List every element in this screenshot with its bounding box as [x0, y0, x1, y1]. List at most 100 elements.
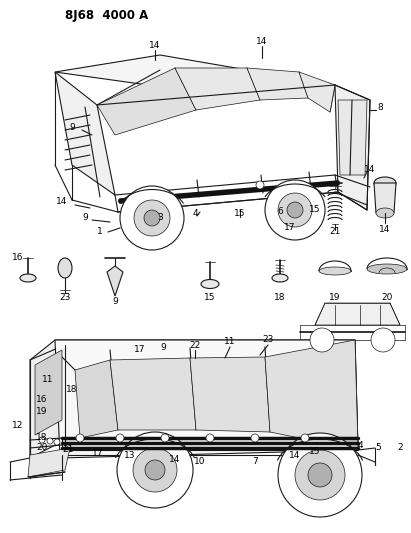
Polygon shape	[55, 55, 335, 100]
Circle shape	[47, 438, 53, 444]
Text: 17: 17	[92, 449, 104, 458]
Polygon shape	[175, 68, 260, 110]
Text: 8: 8	[377, 103, 383, 112]
Polygon shape	[110, 358, 196, 430]
Ellipse shape	[374, 177, 396, 189]
Circle shape	[251, 434, 259, 442]
Text: 14: 14	[289, 450, 301, 459]
Text: 14: 14	[56, 198, 68, 206]
Circle shape	[145, 460, 165, 480]
Polygon shape	[55, 340, 358, 458]
Text: 14: 14	[256, 37, 268, 46]
Text: 11: 11	[224, 337, 236, 346]
Polygon shape	[30, 340, 355, 360]
Circle shape	[134, 200, 170, 236]
Polygon shape	[107, 266, 123, 296]
Circle shape	[278, 193, 312, 227]
Polygon shape	[190, 357, 270, 432]
Polygon shape	[338, 100, 367, 175]
Text: 12: 12	[12, 421, 24, 430]
Ellipse shape	[272, 274, 288, 282]
Polygon shape	[315, 303, 400, 325]
Circle shape	[265, 180, 325, 240]
Text: 16: 16	[36, 395, 48, 405]
Text: 9: 9	[112, 297, 118, 306]
Circle shape	[206, 434, 214, 442]
Text: 20: 20	[36, 443, 48, 453]
Polygon shape	[374, 183, 396, 213]
Text: 13: 13	[124, 451, 136, 461]
Circle shape	[54, 439, 60, 445]
Ellipse shape	[201, 279, 219, 288]
Circle shape	[371, 328, 395, 352]
Text: 17: 17	[284, 223, 296, 232]
Polygon shape	[265, 340, 358, 450]
Text: 18: 18	[274, 294, 286, 303]
Polygon shape	[75, 360, 118, 438]
Polygon shape	[55, 72, 115, 195]
Polygon shape	[28, 448, 70, 477]
Circle shape	[287, 202, 303, 218]
Circle shape	[278, 433, 362, 517]
Circle shape	[76, 434, 84, 442]
Text: 18: 18	[66, 385, 78, 394]
Circle shape	[39, 437, 45, 443]
Text: 4: 4	[192, 209, 198, 219]
Text: 21: 21	[62, 446, 74, 455]
Text: 14: 14	[379, 225, 391, 235]
Ellipse shape	[376, 208, 394, 218]
Polygon shape	[247, 68, 308, 100]
Text: 1: 1	[97, 228, 103, 237]
Polygon shape	[335, 85, 370, 210]
Text: 8J68  4000 A: 8J68 4000 A	[65, 10, 148, 22]
Circle shape	[120, 186, 184, 250]
Text: 15: 15	[234, 208, 246, 217]
Text: 15: 15	[309, 206, 321, 214]
Text: 17: 17	[134, 345, 146, 354]
Polygon shape	[284, 185, 296, 213]
Text: 5: 5	[375, 443, 381, 453]
Circle shape	[161, 434, 169, 442]
Circle shape	[295, 450, 345, 500]
Ellipse shape	[367, 264, 407, 274]
Circle shape	[310, 328, 334, 352]
Text: 23: 23	[262, 335, 274, 344]
Text: 14: 14	[364, 166, 376, 174]
Circle shape	[144, 210, 160, 226]
Text: 7: 7	[252, 457, 258, 466]
Text: 23: 23	[59, 294, 71, 303]
Text: 15: 15	[204, 294, 216, 303]
Ellipse shape	[20, 274, 36, 282]
Text: 2: 2	[397, 443, 403, 453]
Text: 18: 18	[36, 433, 48, 442]
Text: 21: 21	[329, 228, 341, 237]
Polygon shape	[299, 72, 335, 112]
Text: 19: 19	[329, 294, 341, 303]
Text: 14: 14	[169, 456, 181, 464]
Text: 11: 11	[42, 376, 54, 384]
Text: 3: 3	[157, 214, 163, 222]
Text: 20: 20	[381, 294, 393, 303]
Text: 16: 16	[12, 254, 24, 262]
Text: 9: 9	[160, 343, 166, 352]
Text: 9: 9	[82, 214, 88, 222]
Text: 14: 14	[149, 42, 161, 51]
Circle shape	[256, 181, 264, 189]
Text: 22: 22	[189, 341, 201, 350]
Circle shape	[116, 434, 124, 442]
Text: 4: 4	[357, 440, 363, 449]
Circle shape	[133, 448, 177, 492]
Circle shape	[117, 432, 193, 508]
Circle shape	[301, 434, 309, 442]
Polygon shape	[97, 68, 196, 135]
Text: 10: 10	[194, 457, 206, 466]
Polygon shape	[35, 350, 62, 435]
Ellipse shape	[319, 267, 351, 275]
Text: 19: 19	[36, 408, 48, 416]
Text: 6: 6	[277, 207, 283, 216]
Ellipse shape	[58, 258, 72, 278]
Polygon shape	[30, 345, 65, 458]
Text: 15: 15	[309, 448, 321, 456]
Text: 9: 9	[69, 124, 75, 133]
Circle shape	[308, 463, 332, 487]
